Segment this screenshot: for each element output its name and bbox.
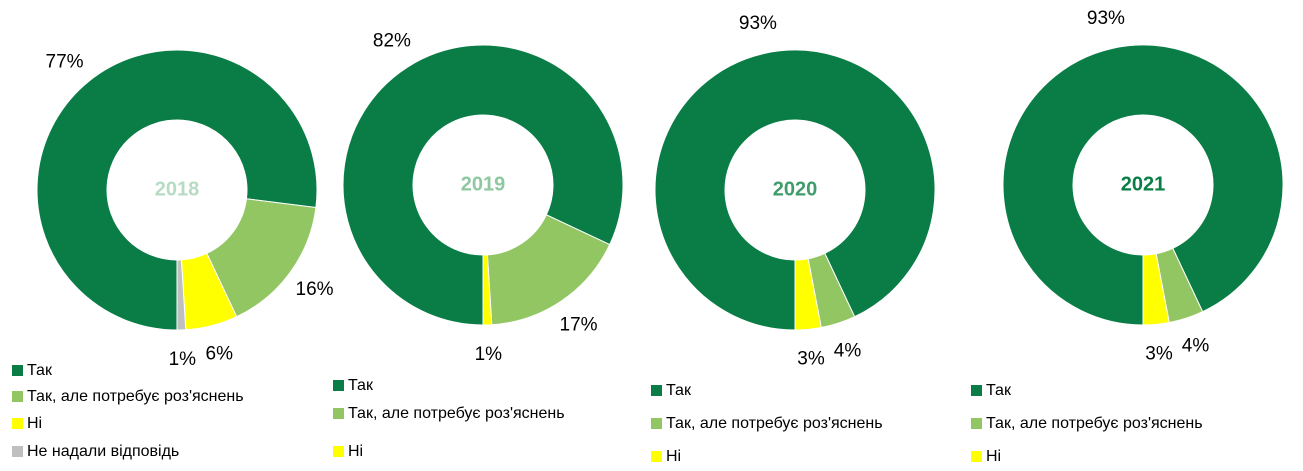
- donut-slice: [486, 214, 611, 326]
- legend-swatch: [971, 385, 982, 396]
- legend-label: Ні: [348, 443, 363, 460]
- legend-label: Так, але потребує роз'яснень: [666, 415, 883, 432]
- donut-center-title: 2020: [773, 178, 818, 200]
- legend-label: Так, але потребує роз'яснень: [27, 388, 244, 405]
- legend-swatch: [651, 385, 662, 396]
- legend-label: Ні: [986, 448, 1001, 465]
- data-label: 6%: [206, 344, 234, 365]
- legend-swatch: [12, 446, 23, 457]
- data-label: 93%: [1087, 8, 1125, 29]
- donut-slice: [176, 259, 187, 331]
- donut-slice: [342, 44, 624, 326]
- donut-slice: [794, 258, 822, 331]
- donut-slice: [1002, 44, 1284, 326]
- legend-swatch: [971, 418, 982, 429]
- donut-center-title: 2021: [1121, 173, 1166, 195]
- donut-slice: [482, 254, 493, 326]
- data-label: 93%: [739, 13, 777, 34]
- legend-swatch: [971, 451, 982, 462]
- donut-slice: [1142, 253, 1170, 326]
- legend-swatch: [333, 446, 344, 457]
- data-label: 4%: [834, 341, 862, 362]
- data-label: 82%: [373, 30, 411, 51]
- data-label: 17%: [560, 315, 598, 336]
- data-label: 1%: [169, 349, 197, 370]
- legend-swatch: [651, 451, 662, 462]
- legend-swatch: [651, 418, 662, 429]
- data-label: 77%: [46, 51, 84, 72]
- donut-center-title: 2018: [155, 178, 200, 200]
- data-label: 16%: [296, 279, 334, 300]
- legend-label: Не надали відповідь: [27, 443, 179, 460]
- legend-label: Ні: [27, 415, 42, 432]
- legend-label: Так, але потребує роз'яснень: [986, 415, 1203, 432]
- legend-swatch: [333, 408, 344, 419]
- donut-slice: [36, 49, 318, 331]
- data-label: 4%: [1182, 336, 1210, 357]
- data-label: 3%: [1145, 343, 1173, 364]
- legend-label: Так: [348, 377, 374, 394]
- legend-label: Так: [986, 382, 1012, 399]
- legend-swatch: [12, 391, 23, 402]
- legend-swatch: [12, 365, 23, 376]
- legend-swatch: [12, 418, 23, 429]
- legend-swatch: [333, 380, 344, 391]
- donut-slice: [654, 49, 936, 331]
- legend-label: Так: [27, 362, 53, 379]
- legend-label: Ні: [666, 448, 681, 465]
- legend-label: Так: [666, 382, 692, 399]
- legend-label: Так, але потребує роз'яснень: [348, 405, 565, 422]
- data-label: 3%: [797, 348, 825, 369]
- data-label: 1%: [475, 344, 503, 365]
- donut-center-title: 2019: [461, 173, 506, 195]
